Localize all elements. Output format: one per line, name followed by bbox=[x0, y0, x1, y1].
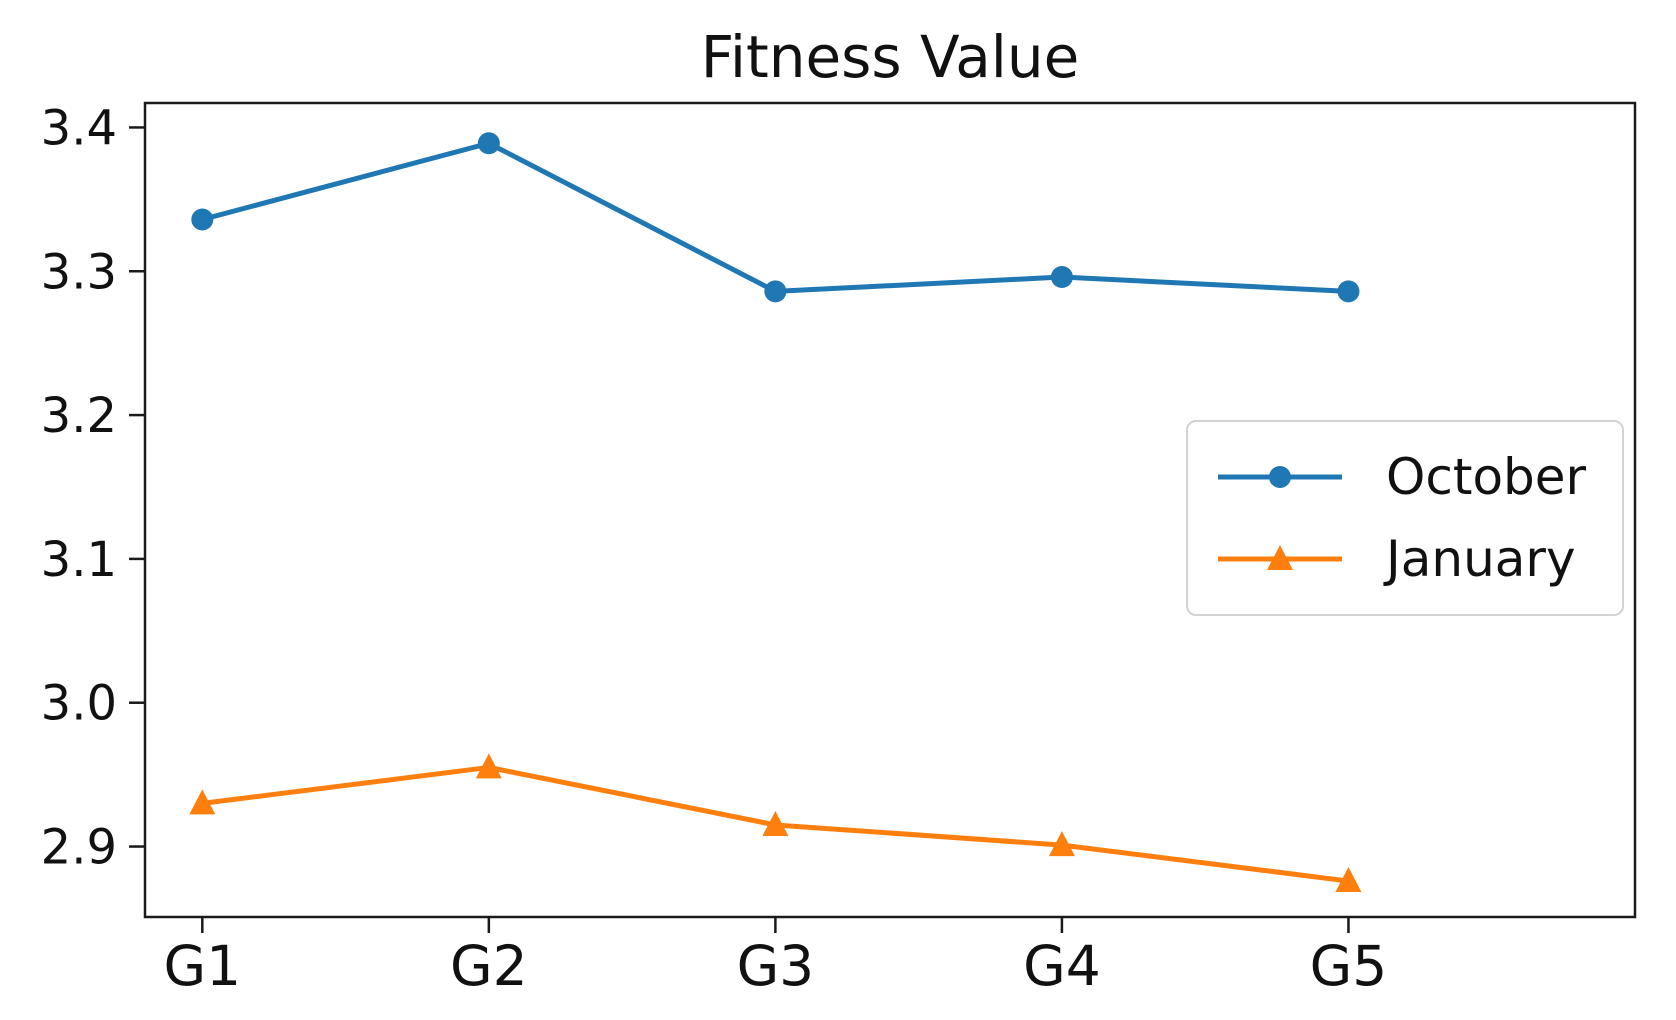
legend-sample-line-triangle-icon bbox=[1218, 545, 1342, 570]
y-tick-label: 2.9 bbox=[41, 820, 117, 876]
series-october-circle-marker bbox=[1337, 280, 1360, 303]
series-october-circle-marker bbox=[764, 280, 787, 303]
series-january-triangle-marker bbox=[1335, 867, 1362, 893]
series-january-triangle-marker bbox=[762, 810, 789, 836]
legend-item-january: January bbox=[1214, 530, 1612, 588]
legend-label: January bbox=[1386, 530, 1576, 588]
y-tick-label: 3.3 bbox=[41, 244, 117, 300]
legend-label: October bbox=[1386, 448, 1587, 506]
y-tick-label: 3.2 bbox=[41, 388, 117, 444]
y-tick-label: 3.4 bbox=[41, 100, 117, 156]
series-line-october bbox=[201, 140, 1349, 294]
plot-border bbox=[143, 101, 1637, 919]
series-january-triangle-marker bbox=[475, 753, 502, 779]
legend-triangle-marker bbox=[1267, 545, 1293, 570]
y-tick-label: 3.1 bbox=[41, 532, 117, 588]
series-october-circle-marker bbox=[191, 208, 214, 231]
x-tick-label: G2 bbox=[450, 934, 528, 998]
series-january-triangle-marker bbox=[189, 789, 216, 815]
series-october bbox=[191, 132, 1360, 303]
legend-item-october: October bbox=[1214, 448, 1612, 506]
series-october-circle-marker bbox=[477, 132, 500, 155]
x-tick-label: G3 bbox=[737, 934, 815, 998]
y-tick-label: 3.0 bbox=[41, 676, 117, 732]
series-january bbox=[189, 753, 1362, 893]
x-tick-label: G4 bbox=[1023, 934, 1101, 998]
x-tick-label: G5 bbox=[1310, 934, 1388, 998]
chart-title: Fitness Value bbox=[700, 23, 1080, 91]
series-january-triangle-marker bbox=[1048, 831, 1075, 857]
legend-circle-marker bbox=[1269, 466, 1291, 488]
legend-sample-line-circle-icon bbox=[1218, 466, 1342, 488]
legend: October January bbox=[1186, 420, 1624, 616]
series-october-circle-marker bbox=[1050, 266, 1073, 289]
x-tick-label: G1 bbox=[163, 934, 241, 998]
